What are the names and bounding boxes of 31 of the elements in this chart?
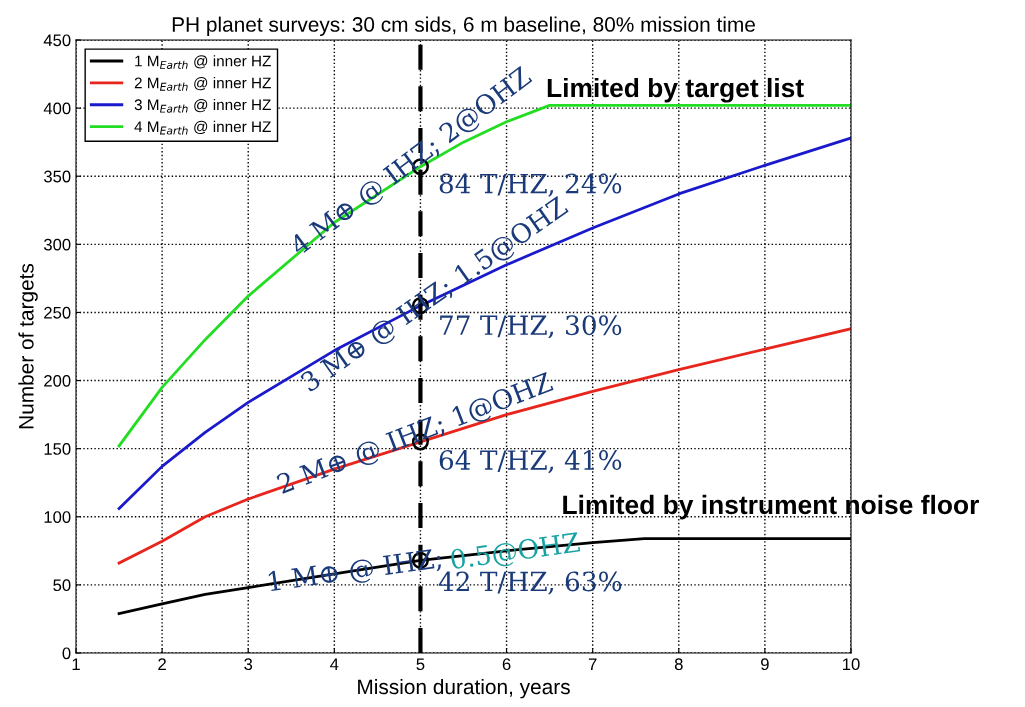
y-tick-label: 100 [44,511,71,523]
x-tick-label: 10 [843,658,860,671]
y-tick-label: 0 [62,647,71,660]
x-tick-label: 7 [588,658,597,670]
x-axis-title: Mission duration, years [358,678,570,699]
annotation: 0.5@OHZ [450,532,581,570]
y-tick-label: 350 [43,170,71,183]
chart-title: PH planet surveys: 30 cm sids, 6 m baseline, 80% mission time [172,16,755,36]
y-tick-label: 300 [43,238,71,251]
legend-label: 3 M$_{Earth}$ @ inner HZ [134,98,271,113]
legend-label: 2 M$_{Earth}$ @ inner HZ [134,77,271,91]
y-tick-label: 200 [44,374,71,387]
y-axis-title: Number of targets [18,263,38,429]
x-tick-label: 6 [502,658,511,671]
annotation: 64 T/HZ, 41% [439,450,622,474]
x-tick-label: 1 [72,658,80,670]
annotation: 84 T/HZ, 24% [439,173,622,197]
y-tick-label: 400 [43,102,71,115]
x-tick-label: 5 [416,658,425,671]
x-tick-label: 2 [158,658,166,670]
x-tick-label: 4 [330,658,339,670]
y-tick-label: 50 [53,579,71,592]
x-tick-label: 3 [244,658,253,671]
y-tick-label: 150 [44,443,71,455]
x-tick-label: 9 [761,658,769,671]
y-tick-label: 450 [43,34,71,47]
annotation: Limited by target list [547,77,804,103]
x-tick-label: 8 [674,658,683,671]
y-tick-label: 250 [44,306,71,319]
legend-label: 1 M$_{Earth}$ @ inner HZ [135,55,271,69]
legend-label: 4 M$_{Earth}$ @ inner HZ [134,120,271,135]
